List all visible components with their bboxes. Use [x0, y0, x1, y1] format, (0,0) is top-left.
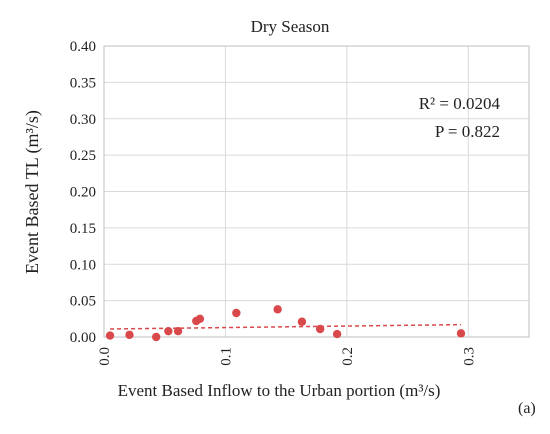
data-point [273, 305, 282, 314]
y-tick-label: 0.35 [70, 75, 96, 91]
data-point [315, 324, 325, 334]
y-tick-label: 0.05 [70, 294, 96, 310]
data-point [332, 329, 342, 339]
y-tick-label: 0.10 [70, 257, 96, 273]
y-tick-label: 0.00 [70, 330, 96, 346]
x-tick-label: 0.1 [218, 347, 234, 366]
plot-area-border [103, 45, 530, 338]
data-point [152, 332, 161, 342]
x-axis-label: Event Based Inflow to the Urban portion … [118, 381, 441, 400]
data-point [164, 326, 173, 336]
y-tick-label: 0.15 [70, 221, 96, 237]
y-tick-label: 0.25 [70, 148, 96, 164]
y-tick-labels: 0.00 0.05 0.10 0.15 0.20 0.25 0.30 0.35 0.40 [70, 39, 96, 346]
y-tick-label: 0.40 [70, 39, 96, 55]
r-squared-annotation: R² = 0.0204 [419, 94, 501, 113]
data-point [105, 331, 115, 340]
grid-lines [103, 45, 529, 338]
x-tick-label: 0.3 [461, 347, 477, 366]
y-tick-label: 0.20 [70, 185, 96, 201]
data-point [232, 308, 241, 318]
y-tick-label: 0.30 [70, 112, 96, 128]
x-tick-label: 0.2 [340, 347, 356, 366]
data-point [195, 314, 205, 324]
p-value-annotation: P = 0.822 [435, 122, 500, 141]
x-tick-label: 0.0 [97, 347, 113, 366]
data-point [456, 329, 466, 338]
trend-line [110, 323, 462, 330]
data-point [173, 326, 183, 336]
chart-title: Dry Season [251, 17, 330, 36]
data-points [105, 305, 466, 342]
data-point [297, 317, 307, 326]
x-tick-labels: 0.0 0.1 0.2 0.3 [97, 347, 477, 366]
data-point [125, 330, 134, 340]
panel-label: (a) [518, 400, 536, 417]
y-axis-label: Event Based TL (m³/s) [22, 110, 43, 274]
